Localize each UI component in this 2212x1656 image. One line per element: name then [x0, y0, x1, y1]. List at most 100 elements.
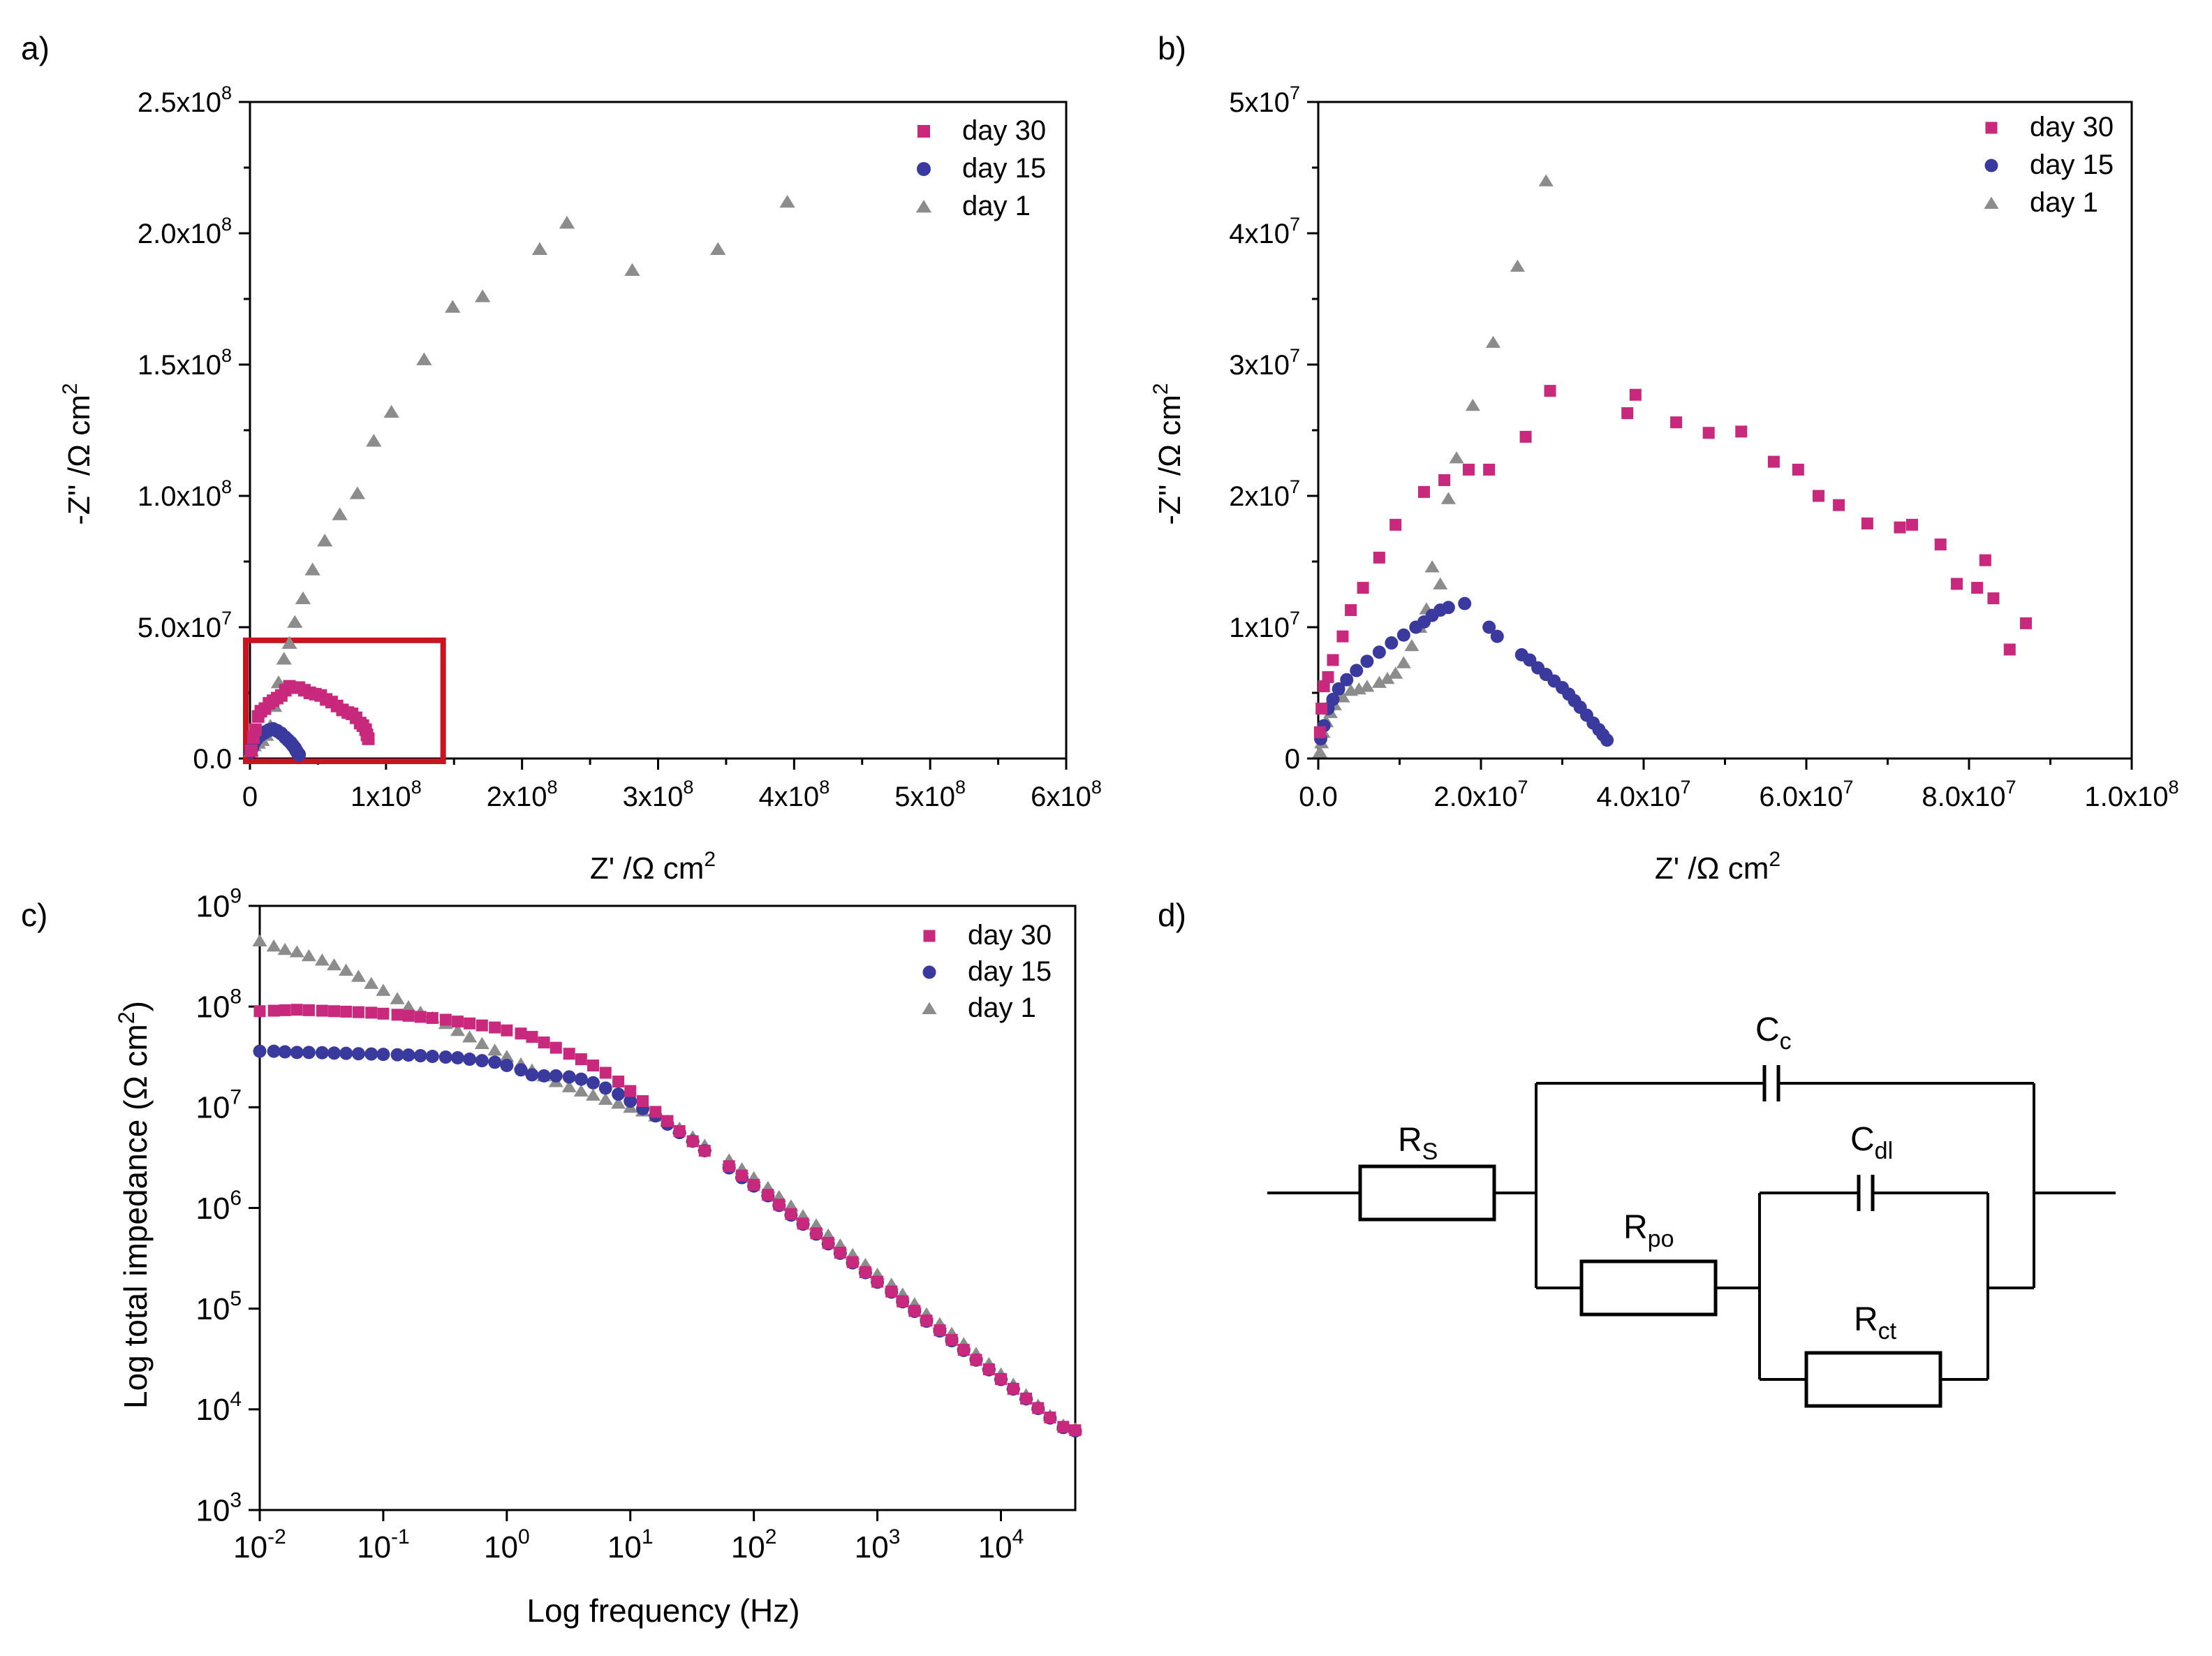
chart-b-point-day1	[1449, 451, 1464, 464]
chart-c-point-day15	[624, 1094, 637, 1108]
chart-a-ylabel: -Z'' /Ω cm2	[59, 383, 96, 525]
chart-c-point-day30	[649, 1106, 662, 1118]
chart-a-legend-label-day15: day 15	[962, 153, 1046, 184]
chart-b-point-day15	[1523, 653, 1537, 667]
chart-b-point-day15	[1441, 601, 1455, 615]
chart-c-point-day30	[489, 1021, 501, 1034]
chart-b-point-day15	[1326, 692, 1340, 706]
chart-b-point-day30	[1767, 455, 1780, 468]
chart-b-point-day1	[1371, 675, 1387, 688]
chart-b-point-day30	[1812, 490, 1824, 502]
chart-b-point-day30	[1621, 407, 1634, 420]
chart-b-legend-marker-day1	[1984, 196, 1999, 209]
chart-a-xtick-label: 0	[242, 782, 258, 812]
chart-b-point-day30	[1905, 518, 1918, 531]
chart-b-point-day15	[1372, 645, 1386, 659]
chart-c-point-day30	[773, 1199, 786, 1211]
chart-b-point-day15	[1458, 596, 1472, 610]
chart-c-point-day30	[1044, 1411, 1056, 1423]
chart-c-point-day30	[797, 1217, 809, 1230]
chart-a-legend-label-day1: day 1	[962, 191, 1031, 221]
chart-c-xtick-label: 10-2	[233, 1525, 286, 1565]
chart-c-xlabel: Log frequency (Hz)	[526, 1592, 799, 1629]
chart-b-point-day30	[1373, 551, 1385, 564]
chart-c-point-day15	[267, 1044, 281, 1058]
chart-c-point-day30	[599, 1067, 612, 1079]
label-rs: RS	[1398, 1122, 1438, 1165]
chart-c-point-day1	[314, 953, 330, 966]
chart-b-nyquist-zoom: 0.0 2.0x107 4.0x107 6.0x107 8.0x107 1.0x108 0 1…	[1229, 82, 2178, 812]
chart-c-point-day15	[376, 1048, 390, 1062]
chart-a-xtick-label: 5x108	[894, 777, 966, 812]
chart-c-point-day15	[413, 1049, 427, 1063]
label-rpo: Rpo	[1623, 1209, 1674, 1252]
chart-c-point-day30	[253, 1005, 266, 1018]
chart-b-point-day30	[1315, 703, 1328, 715]
chart-a-xtick-label: 4x108	[758, 777, 830, 812]
chart-c-legend-label-day15: day 15	[968, 956, 1052, 987]
chart-c-ytick-label: 109	[196, 884, 242, 923]
chart-b-point-day1	[1433, 577, 1448, 589]
chart-c-xtick-label: 10-1	[357, 1525, 410, 1565]
chart-c-point-day1	[339, 963, 354, 976]
chart-a-point-day1	[276, 652, 292, 665]
panel-a-letter: a)	[21, 30, 50, 66]
chart-b-point-day1	[1359, 680, 1375, 692]
chart-c-point-day1	[252, 934, 267, 946]
chart-b-point-day30	[1322, 671, 1334, 683]
chart-a-point-day1	[779, 194, 795, 208]
chart-a-ytick-label: 1.5x108	[138, 345, 232, 381]
chart-b-point-day15	[1482, 620, 1496, 634]
chart-b-point-day1	[1388, 666, 1403, 679]
chart-c-point-day30	[352, 1006, 364, 1018]
chart-c-point-day15	[598, 1081, 612, 1095]
chart-c-point-day1	[376, 983, 391, 996]
chart-a-point-day1	[416, 352, 432, 365]
chart-c-point-day30	[673, 1124, 686, 1137]
chart-c-point-day15	[327, 1046, 341, 1060]
chart-a-point-day1	[531, 242, 548, 255]
chart-c-frame	[258, 904, 1077, 1511]
chart-c-point-day30	[515, 1027, 527, 1040]
chart-c-point-day30	[464, 1017, 476, 1029]
chart-c-point-day30	[920, 1314, 933, 1327]
chart-b-frame	[1317, 101, 2133, 760]
chart-b-point-day1	[1396, 656, 1411, 668]
chart-c-legend-marker-day30	[923, 930, 936, 942]
chart-a-point-day30	[249, 723, 262, 736]
chart-c-point-day30	[1032, 1402, 1045, 1414]
chart-c-xtick-label: 102	[731, 1525, 777, 1565]
chart-c-point-day30	[970, 1354, 982, 1366]
chart-c-point-day30	[414, 1011, 427, 1023]
chart-c-ytick-label: 108	[196, 985, 242, 1025]
equivalent-circuit: RS Cc Cdl Rpo Rct	[1267, 1011, 2116, 1408]
chart-c-point-day30	[1057, 1421, 1070, 1433]
chart-b-legend-label-day15: day 15	[2030, 149, 2114, 180]
chart-c-bode: 10-2 10-1 100 101 102 103 104 103 104 105 106 107 10…	[196, 884, 1083, 1565]
chart-b-point-day15	[1340, 673, 1354, 687]
chart-c-point-day15	[364, 1047, 378, 1061]
chart-b-xtick-label: 0.0	[1299, 782, 1338, 812]
chart-c-legend-marker-day15	[922, 965, 936, 979]
chart-c-point-day1	[598, 1092, 613, 1105]
resistor-rs	[1358, 1164, 1496, 1222]
chart-c-point-day15	[438, 1050, 452, 1064]
chart-b-point-day15	[1360, 654, 1374, 668]
chart-a-ytick-label: 0.0	[193, 744, 232, 775]
chart-a-xtick-label: 3x108	[623, 777, 694, 812]
chart-c-point-day30	[340, 1005, 353, 1018]
chart-c-point-day30	[538, 1036, 550, 1049]
chart-c-point-day30	[501, 1024, 513, 1036]
chart-c-point-day30	[575, 1053, 587, 1066]
chart-a-ytick-label: 5.0x107	[138, 608, 232, 643]
chart-b-point-day1	[1485, 335, 1501, 348]
chart-c-point-day30	[1069, 1424, 1082, 1437]
chart-c-point-day30	[994, 1372, 1007, 1385]
chart-b-point-day15	[1490, 629, 1504, 643]
chart-b-point-day30	[1735, 425, 1748, 438]
chart-c-point-day30	[316, 1004, 328, 1017]
chart-c-point-day15	[315, 1046, 329, 1060]
chart-c-point-day1	[266, 939, 281, 952]
chart-b-point-day30	[1833, 499, 1845, 511]
chart-c-point-day30	[439, 1013, 452, 1026]
